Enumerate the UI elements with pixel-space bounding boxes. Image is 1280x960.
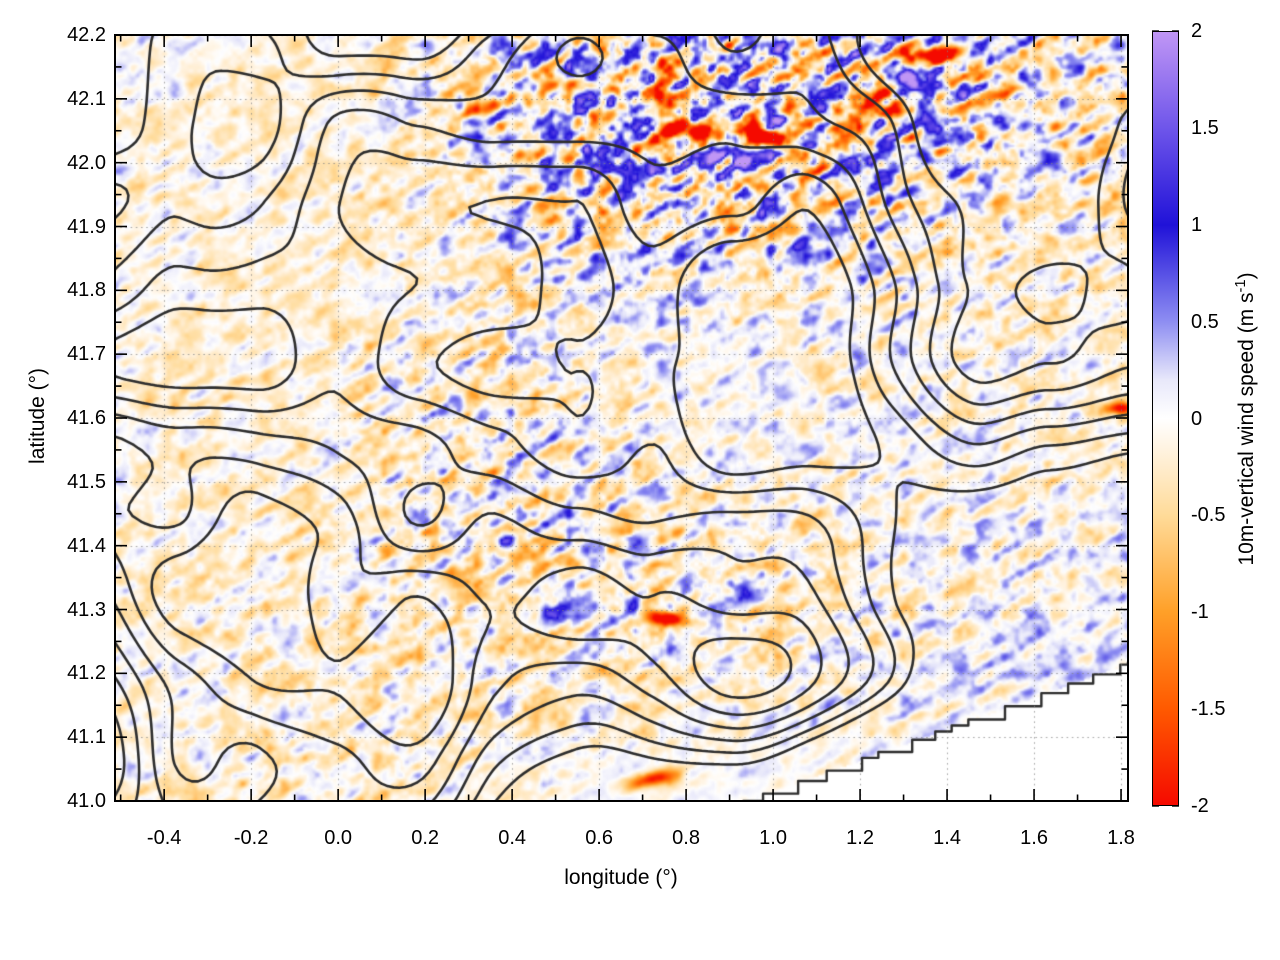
x-tick-label: 0.2 [411, 827, 440, 849]
colorbar-tick-label: 1.5 [1191, 116, 1219, 139]
colorbar-title-superscript: -1 [1233, 279, 1249, 293]
x-tick-label: 0.4 [498, 827, 527, 849]
x-tick-label: 0.0 [324, 827, 353, 849]
y-tick-label: 42.1 [67, 87, 106, 110]
colorbar-tick-label: -0.5 [1191, 504, 1226, 527]
colorbar-tick-label: 0.5 [1191, 310, 1219, 333]
x-tick-label: 1.8 [1107, 827, 1135, 849]
colorbar-tick-label: 1 [1191, 213, 1203, 236]
y-tick-label: 41.9 [67, 215, 106, 238]
colorbar-title-suffix: ) [1235, 272, 1258, 280]
colorbar-title-prefix: 10m-vertical wind speed (m s [1235, 292, 1258, 566]
colorbar-title: 10m-vertical wind speed (m s-1) [1233, 159, 1259, 679]
x-tick-label: 1.6 [1020, 827, 1048, 849]
y-tick-label: 41.4 [67, 534, 106, 557]
y-tick-label: 41.6 [67, 407, 106, 429]
y-tick-label: 41.5 [67, 470, 106, 493]
x-tick-label: 1.4 [933, 827, 961, 849]
colorbar-tick-label: -2 [1191, 795, 1209, 817]
colorbar-tick-label: 0 [1191, 407, 1203, 430]
x-tick-label: 0.6 [585, 827, 613, 849]
colorbar-tick-label: -1 [1191, 601, 1209, 624]
y-tick-label: 41.8 [67, 279, 106, 302]
y-tick-label: 41.2 [67, 662, 106, 685]
x-tick-label: 0.8 [672, 827, 700, 849]
y-tick-label: 42.0 [67, 151, 106, 174]
x-axis-title: longitude (°) [564, 866, 678, 889]
y-tick-label: 41.3 [67, 598, 106, 621]
colorbar-gradient [1152, 31, 1179, 806]
colorbar-tick-label: -1.5 [1191, 698, 1226, 721]
y-tick-label: 41.7 [67, 343, 106, 366]
colorbar-tick-label: 2 [1191, 20, 1203, 42]
x-tick-label: 1.2 [846, 827, 874, 849]
y-tick-label: 42.2 [67, 24, 106, 46]
wind-field-map-canvas [115, 35, 1128, 801]
x-tick-label: -0.4 [146, 827, 182, 849]
x-tick-label: -0.2 [233, 827, 269, 849]
y-tick-label: 41.0 [67, 790, 106, 812]
y-tick-label: 41.1 [67, 726, 106, 749]
x-tick-label: 1.0 [759, 827, 787, 849]
y-axis-title: latitude (°) [26, 368, 49, 464]
